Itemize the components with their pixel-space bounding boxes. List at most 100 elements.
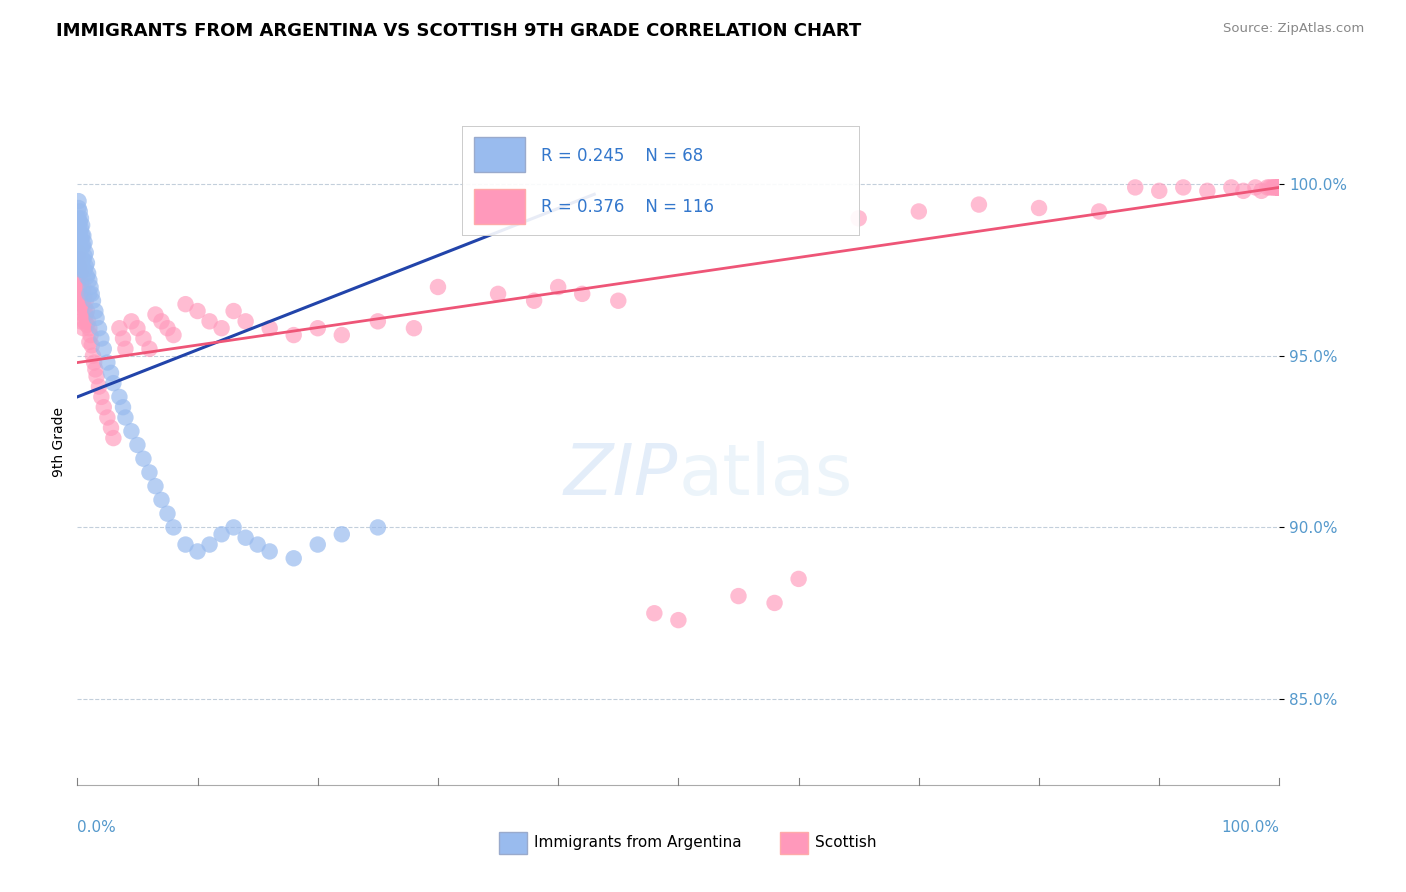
Point	[70, 262, 93, 277]
Point	[86, 369, 108, 384]
Point	[100, 366, 122, 380]
Point	[72, 293, 94, 308]
Point	[571, 286, 593, 301]
Point	[96, 410, 118, 425]
Point	[67, 201, 90, 215]
Point	[70, 218, 93, 232]
Point	[73, 235, 96, 250]
Point	[69, 225, 91, 239]
Point	[79, 280, 101, 294]
Point	[967, 197, 990, 211]
Point	[75, 293, 97, 308]
Point	[70, 286, 93, 301]
Point	[93, 342, 115, 356]
Point	[138, 342, 160, 356]
Point	[108, 390, 131, 404]
Point	[1267, 180, 1289, 194]
Point	[80, 338, 103, 352]
Point	[1267, 180, 1289, 194]
Point	[70, 232, 93, 246]
Point	[70, 277, 93, 291]
Point	[145, 479, 167, 493]
Point	[70, 221, 93, 235]
Point	[1173, 180, 1195, 194]
Point	[259, 321, 281, 335]
Point	[763, 596, 786, 610]
Point	[72, 280, 94, 294]
Point	[174, 297, 197, 311]
Point	[1264, 180, 1286, 194]
Point	[727, 589, 749, 603]
Point	[427, 280, 450, 294]
Point	[486, 286, 509, 301]
Point	[186, 304, 209, 318]
Point	[283, 328, 305, 343]
Point	[82, 349, 104, 363]
Point	[1265, 180, 1288, 194]
Point	[162, 520, 184, 534]
Point	[108, 321, 131, 335]
Point	[1267, 180, 1289, 194]
Point	[1263, 180, 1285, 194]
Point	[246, 537, 269, 551]
Point	[77, 314, 100, 328]
Point	[87, 379, 110, 393]
Point	[1267, 180, 1289, 194]
Point	[174, 537, 197, 551]
Point	[307, 537, 329, 551]
Point	[69, 293, 91, 308]
Point	[76, 256, 98, 270]
Point	[69, 215, 91, 229]
Point	[72, 252, 94, 267]
Point	[186, 544, 209, 558]
Point	[198, 314, 221, 328]
Point	[1267, 180, 1289, 194]
Point	[67, 211, 90, 226]
Point	[1267, 180, 1289, 194]
Point	[330, 527, 353, 541]
Point	[96, 355, 118, 369]
Point	[1267, 180, 1289, 194]
Point	[1123, 180, 1146, 194]
Point	[67, 228, 90, 243]
Point	[70, 211, 93, 226]
Point	[69, 235, 91, 250]
Text: 100.0%: 100.0%	[1222, 821, 1279, 835]
Point	[79, 286, 101, 301]
Point	[75, 308, 97, 322]
Point	[111, 400, 134, 414]
Point	[70, 239, 93, 253]
Point	[70, 252, 93, 267]
Point	[90, 332, 112, 346]
Point	[150, 314, 173, 328]
Point	[67, 273, 90, 287]
Point	[1088, 204, 1111, 219]
Point	[1267, 180, 1289, 194]
Point	[69, 252, 91, 267]
Point	[1267, 180, 1289, 194]
Point	[79, 334, 101, 349]
Text: Source: ZipAtlas.com: Source: ZipAtlas.com	[1223, 22, 1364, 36]
Point	[72, 262, 94, 277]
Point	[1244, 180, 1267, 194]
Text: 0.0%: 0.0%	[77, 821, 117, 835]
Point	[67, 245, 90, 260]
Point	[1267, 180, 1289, 194]
Point	[70, 301, 93, 315]
Point	[211, 321, 233, 335]
Point	[222, 520, 245, 534]
Point	[127, 438, 149, 452]
Point	[73, 262, 96, 277]
Point	[84, 304, 107, 318]
Point	[90, 390, 112, 404]
Point	[76, 318, 98, 332]
Point	[70, 284, 93, 298]
Point	[103, 376, 125, 391]
Point	[103, 431, 125, 445]
Point	[367, 314, 389, 328]
Point	[1261, 180, 1284, 194]
Point	[79, 273, 101, 287]
Point	[1220, 180, 1243, 194]
Point	[156, 507, 179, 521]
Point	[114, 410, 136, 425]
